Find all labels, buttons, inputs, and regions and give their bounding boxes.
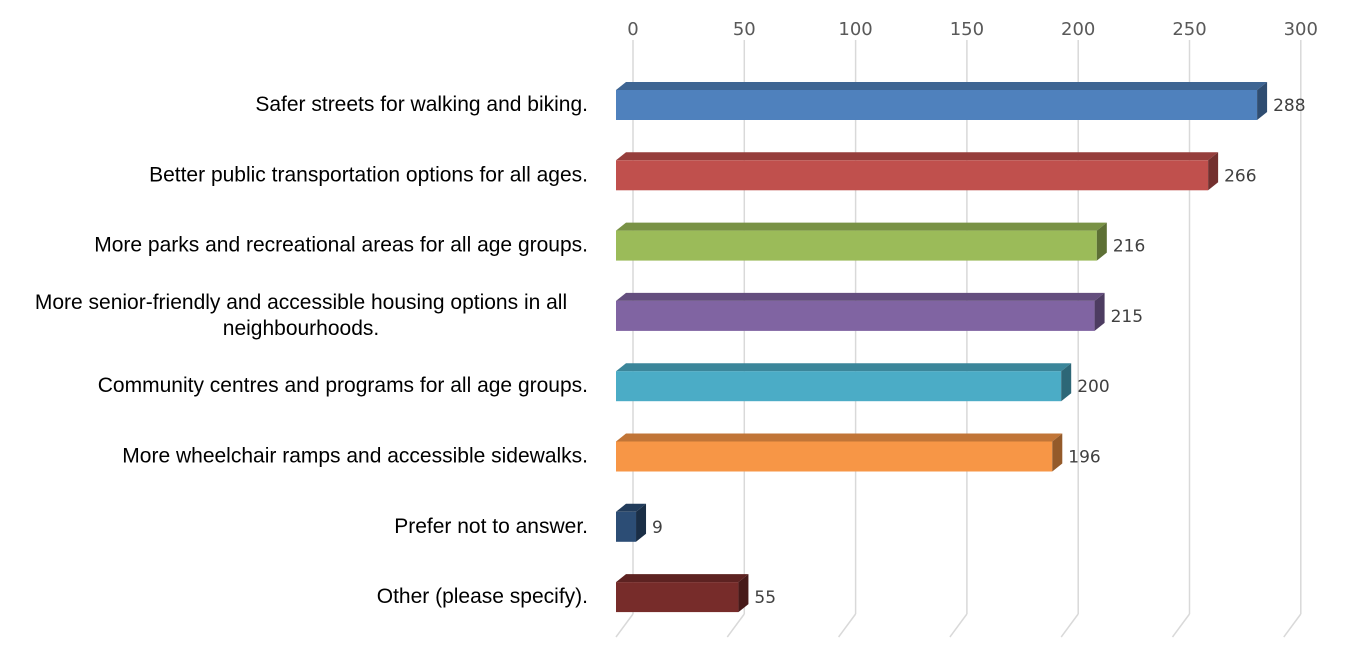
gridline-floor-100 bbox=[837, 613, 857, 638]
tick-label: 150 bbox=[950, 19, 984, 40]
bar-front-face bbox=[616, 441, 1053, 472]
bar-side-face bbox=[636, 503, 647, 542]
gridlines bbox=[615, 40, 1302, 638]
bar-top-face bbox=[616, 363, 1072, 372]
category-labels: Safer streets for walking and biking. Bet… bbox=[35, 93, 588, 608]
category-label: More senior-friendly and accessible hous… bbox=[35, 291, 567, 340]
tick-label: 0 bbox=[627, 19, 638, 40]
category-label: Safer streets for walking and biking. bbox=[255, 93, 588, 116]
tick-label: 300 bbox=[1284, 19, 1318, 40]
tick-label: 100 bbox=[838, 19, 872, 40]
bar-top-face bbox=[616, 152, 1219, 161]
category-label: Community centres and programs for all a… bbox=[98, 374, 588, 397]
bar-front-face bbox=[616, 300, 1095, 331]
bars bbox=[616, 82, 1268, 613]
tick-label: 200 bbox=[1061, 19, 1095, 40]
gridline-floor-250 bbox=[1171, 613, 1191, 638]
bar-front-face bbox=[616, 230, 1097, 261]
bar bbox=[616, 152, 1219, 191]
data-label: 288 bbox=[1273, 96, 1305, 116]
gridline-floor-0 bbox=[615, 613, 634, 638]
bar-side-face bbox=[1052, 433, 1063, 472]
bar-top-face bbox=[616, 503, 647, 512]
bar-front-face bbox=[616, 371, 1062, 402]
bar bbox=[616, 82, 1268, 120]
data-label: 215 bbox=[1111, 307, 1143, 327]
bar-top-face bbox=[616, 292, 1105, 301]
tick-label: 250 bbox=[1172, 19, 1206, 40]
data-label: 9 bbox=[652, 518, 663, 538]
category-label: Other (please specify). bbox=[377, 585, 588, 608]
data-label: 55 bbox=[754, 588, 776, 608]
bar bbox=[616, 433, 1063, 472]
data-label: 266 bbox=[1224, 166, 1256, 186]
bar-side-face bbox=[1061, 363, 1072, 402]
gridline-floor-150 bbox=[949, 613, 968, 638]
bar-top-face bbox=[616, 433, 1063, 442]
bar-side-face bbox=[738, 574, 749, 613]
category-label: More parks and recreational areas for al… bbox=[94, 234, 588, 257]
data-labels: 288 266 216 215 200 196 9 55 bbox=[652, 96, 1306, 608]
bar-side-face bbox=[1208, 152, 1219, 191]
gridline-floor-300 bbox=[1283, 613, 1302, 638]
gridline-floor-200 bbox=[1060, 613, 1079, 638]
category-label: Better public transportation options for… bbox=[149, 163, 588, 186]
bar-top-face bbox=[616, 574, 749, 583]
category-label: More wheelchair ramps and accessible sid… bbox=[122, 445, 588, 468]
bar-front-face bbox=[616, 582, 739, 613]
tick-label: 50 bbox=[733, 19, 756, 40]
bar-front-face bbox=[616, 511, 637, 542]
bar-top-face bbox=[616, 82, 1268, 90]
bar-side-face bbox=[1094, 292, 1105, 331]
bar bbox=[616, 222, 1107, 261]
bar-front-face bbox=[616, 160, 1209, 191]
bar bbox=[616, 292, 1105, 331]
x-axis-ticks: 0 50 100 150 200 250 300 bbox=[627, 19, 1318, 40]
bar bbox=[616, 503, 647, 542]
data-label: 216 bbox=[1113, 237, 1145, 257]
bar-side-face bbox=[1257, 82, 1268, 120]
data-label: 196 bbox=[1068, 448, 1100, 468]
bar-side-face bbox=[1096, 222, 1107, 261]
category-label: Prefer not to answer. bbox=[394, 515, 588, 538]
bar bbox=[616, 574, 749, 613]
gridline-floor-50 bbox=[726, 613, 745, 638]
data-label: 200 bbox=[1077, 377, 1109, 397]
bar-top-face bbox=[616, 222, 1107, 231]
bar-front-face bbox=[616, 90, 1258, 120]
bar bbox=[616, 363, 1072, 402]
